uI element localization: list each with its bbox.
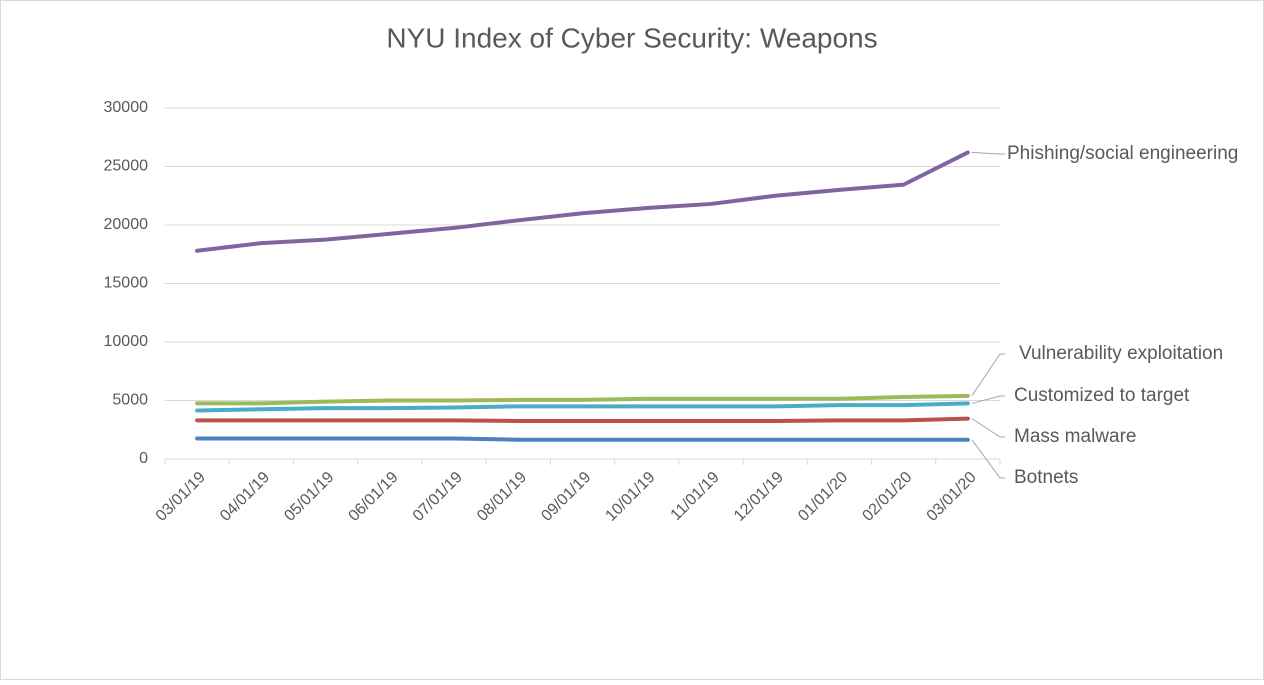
series-line bbox=[195, 401, 970, 413]
leader-line bbox=[971, 151, 1005, 155]
y-tick-label: 25000 bbox=[104, 158, 149, 175]
chart-title: NYU Index of Cyber Security: Weapons bbox=[386, 22, 877, 53]
series-line bbox=[195, 393, 970, 406]
leader-line bbox=[971, 418, 1005, 438]
y-tick-label: 0 bbox=[139, 450, 148, 467]
series-line bbox=[195, 416, 970, 423]
series-label: Vulnerability exploitation bbox=[1019, 343, 1223, 364]
y-tick-label: 15000 bbox=[104, 275, 149, 292]
series-label: Phishing/social engineering bbox=[1007, 143, 1238, 164]
y-tick-label: 30000 bbox=[104, 99, 149, 116]
series-label: Mass malware bbox=[1014, 426, 1136, 447]
series-label: Botnets bbox=[1014, 467, 1078, 488]
series-line bbox=[195, 150, 970, 253]
leader-line bbox=[971, 353, 1005, 397]
y-tick-label: 20000 bbox=[104, 216, 149, 233]
y-tick-label: 10000 bbox=[104, 333, 149, 350]
series-label: Customized to target bbox=[1014, 385, 1190, 406]
leader-line bbox=[971, 439, 1005, 479]
leader-line bbox=[971, 395, 1005, 404]
y-tick-label: 5000 bbox=[112, 392, 148, 409]
series-line bbox=[195, 436, 970, 442]
